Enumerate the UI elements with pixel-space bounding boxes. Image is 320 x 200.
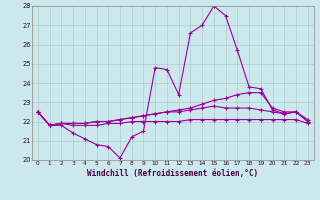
X-axis label: Windchill (Refroidissement éolien,°C): Windchill (Refroidissement éolien,°C) (87, 169, 258, 178)
